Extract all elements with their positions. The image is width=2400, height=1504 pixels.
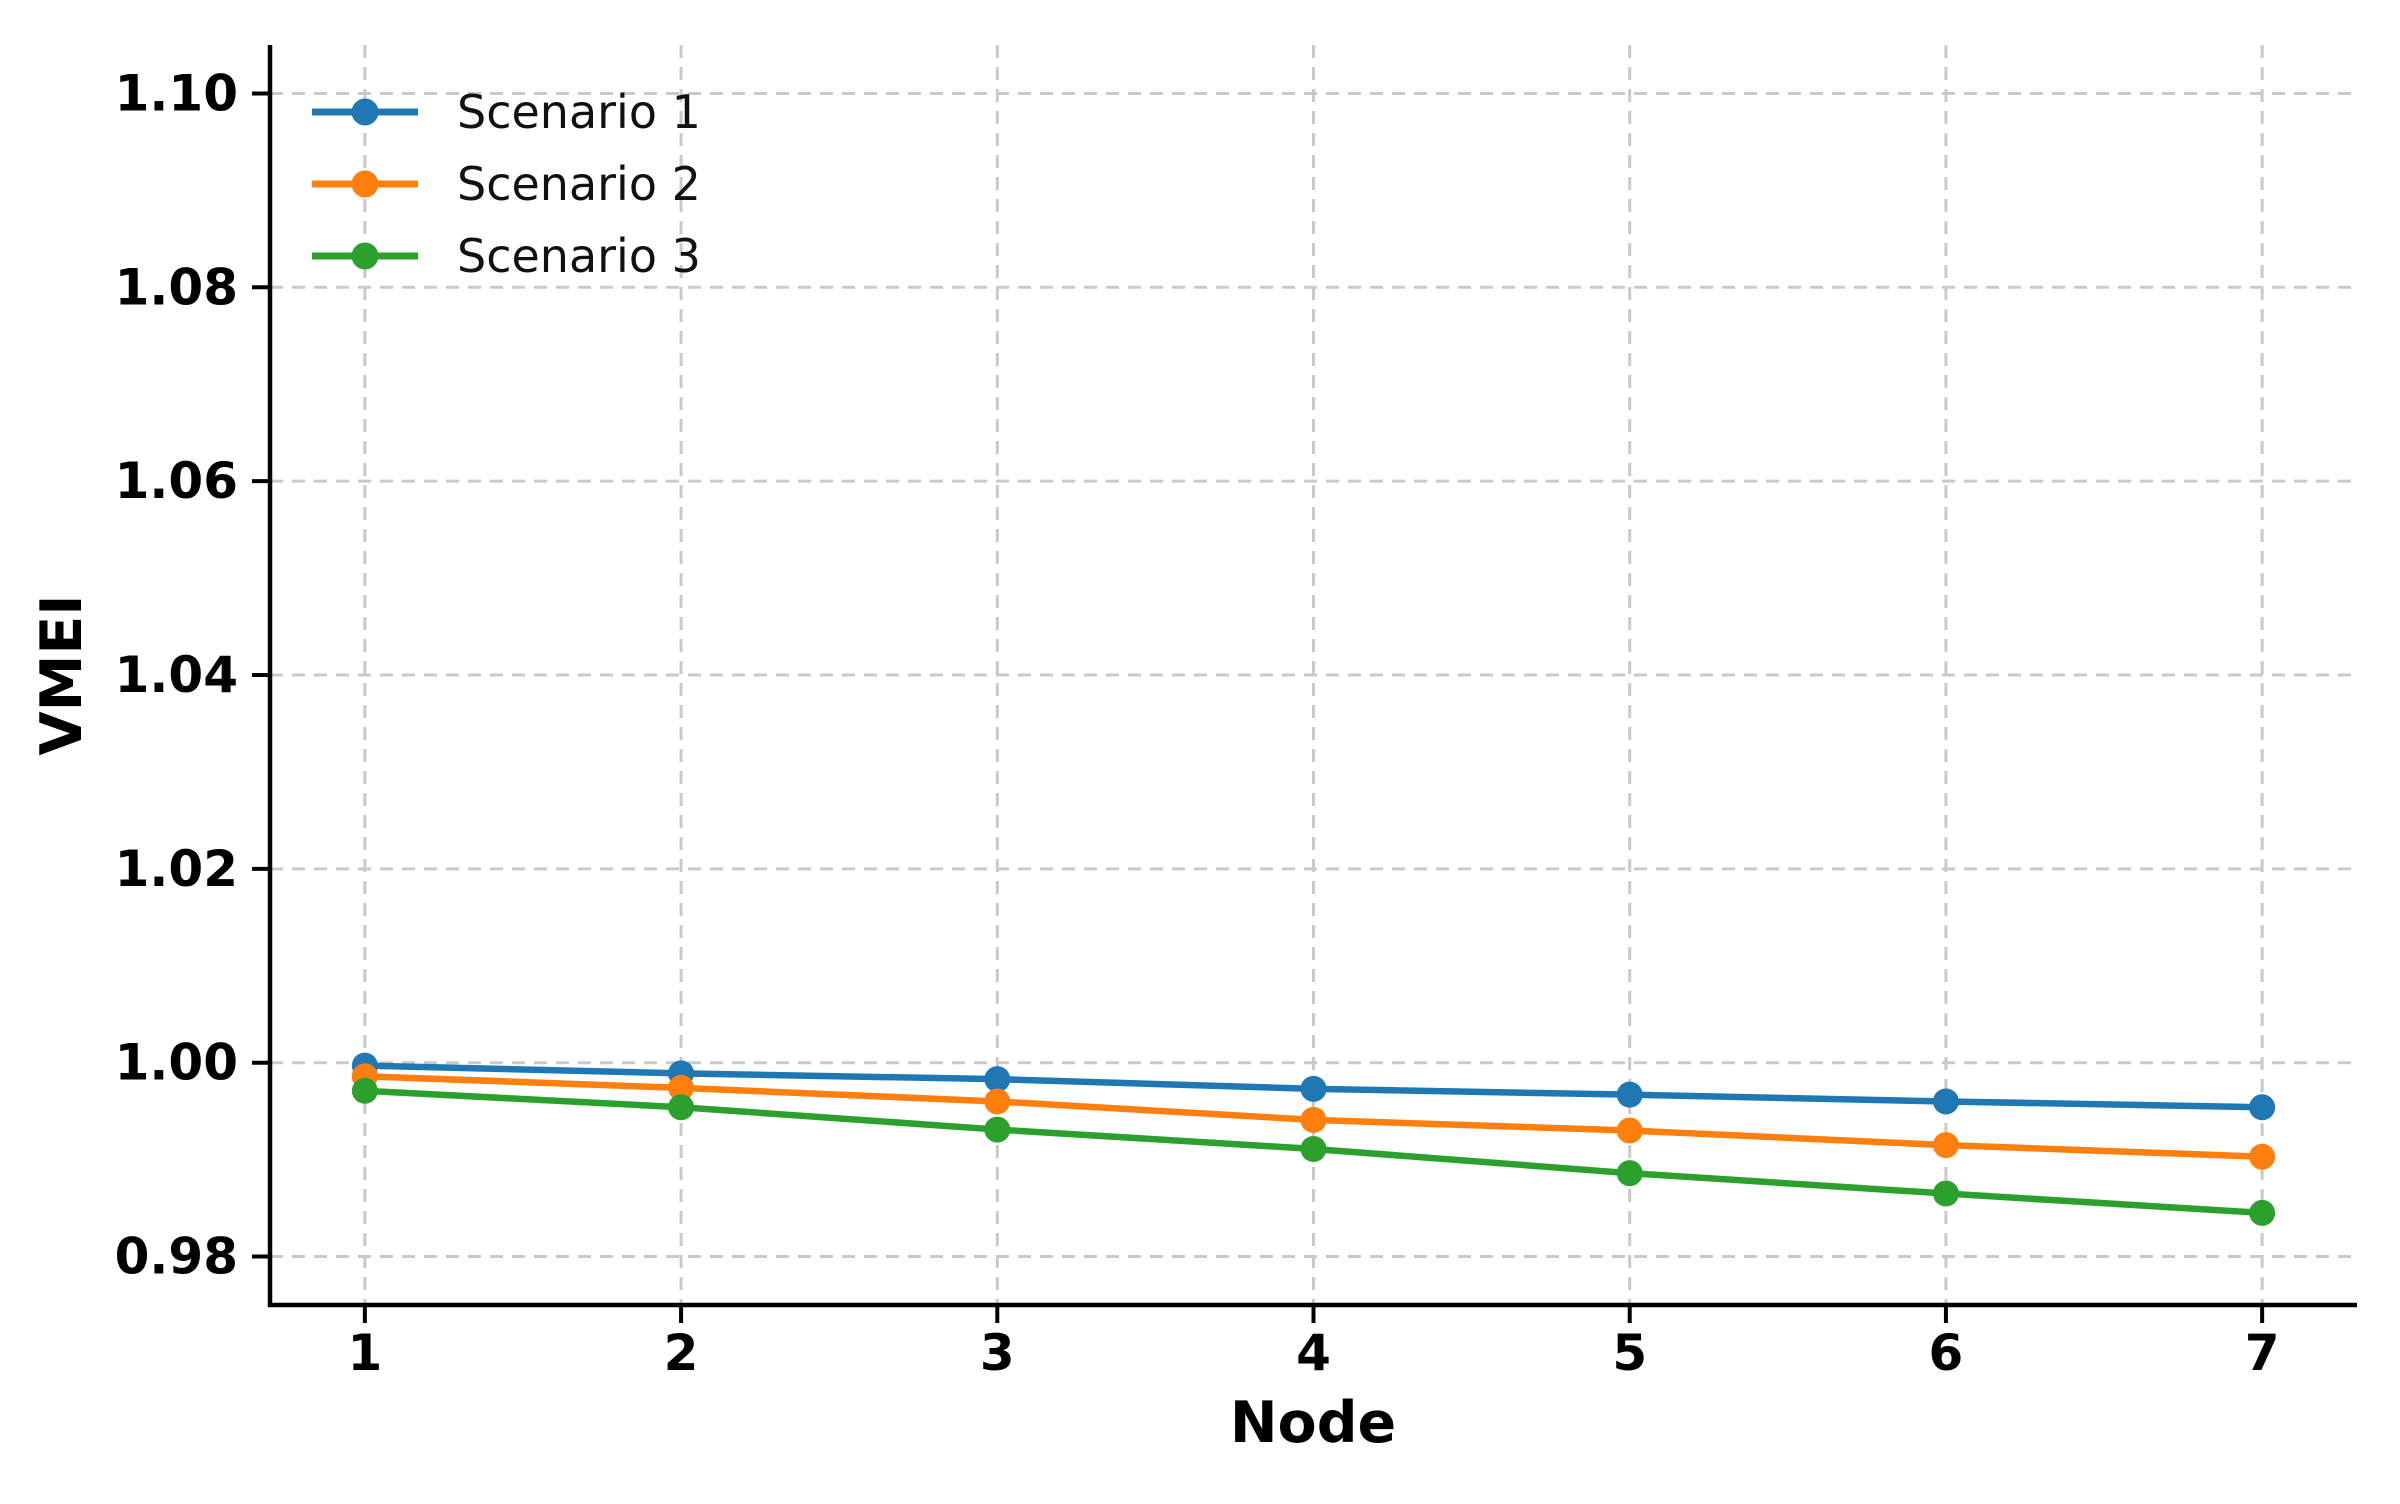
data-point-marker xyxy=(1932,1132,1959,1159)
data-point-marker xyxy=(1932,1180,1959,1207)
series-layer xyxy=(351,1052,2276,1226)
data-point-marker xyxy=(1300,1135,1327,1162)
data-point-marker xyxy=(1932,1088,1959,1115)
y-tick-label: 1.04 xyxy=(115,646,238,704)
y-tick-label: 1.02 xyxy=(115,840,238,898)
data-point-marker xyxy=(1616,1117,1643,1144)
data-point-marker xyxy=(668,1094,695,1121)
data-point-marker xyxy=(1300,1106,1327,1133)
grid-layer xyxy=(270,45,2357,1305)
data-point-marker xyxy=(2249,1094,2276,1121)
data-point-marker xyxy=(984,1116,1011,1143)
data-point-marker xyxy=(984,1066,1011,1093)
y-axis-label: VMEI xyxy=(29,595,95,756)
y-tick-label: 1.10 xyxy=(115,64,238,122)
legend-marker-icon xyxy=(351,98,379,126)
y-tick-label: 1.08 xyxy=(115,258,238,316)
legend-item-scenario-1: Scenario 1 xyxy=(312,85,701,139)
legend-item-scenario-3: Scenario 3 xyxy=(312,229,701,283)
y-tick-label: 1.00 xyxy=(115,1034,238,1092)
x-tick-label: 5 xyxy=(1612,1324,1647,1382)
series-scenario-3 xyxy=(351,1077,2276,1226)
x-tick-label: 7 xyxy=(2245,1324,2280,1382)
axes-layer: 0.98 1.00 1.02 1.04 1.06 1.08 1.10 1 2 3 4 5 6 7 xyxy=(115,45,2357,1382)
data-point-marker xyxy=(984,1088,1011,1115)
legend-label: Scenario 1 xyxy=(457,85,701,139)
legend: Scenario 1 Scenario 2 Scenario 3 xyxy=(312,85,701,283)
data-point-marker xyxy=(1616,1160,1643,1187)
series-scenario-1 xyxy=(351,1052,2276,1121)
data-point-marker xyxy=(1300,1075,1327,1102)
data-point-marker xyxy=(1616,1081,1643,1108)
data-point-marker xyxy=(2249,1199,2276,1226)
x-tick-label: 6 xyxy=(1929,1324,1964,1382)
x-tick-label: 1 xyxy=(347,1324,382,1382)
legend-label: Scenario 2 xyxy=(457,157,701,211)
legend-marker-icon xyxy=(351,170,379,198)
data-point-marker xyxy=(351,1077,378,1104)
x-tick-label: 3 xyxy=(980,1324,1015,1382)
x-tick-label: 2 xyxy=(664,1324,699,1382)
y-tick-label: 1.06 xyxy=(115,452,238,510)
legend-label: Scenario 3 xyxy=(457,229,701,283)
legend-item-scenario-2: Scenario 2 xyxy=(312,157,701,211)
x-tick-label: 4 xyxy=(1296,1324,1331,1382)
y-tick-label: 0.98 xyxy=(115,1228,238,1286)
data-point-marker xyxy=(668,1074,695,1101)
legend-marker-icon xyxy=(351,242,379,270)
data-point-marker xyxy=(2249,1143,2276,1170)
x-axis-label: Node xyxy=(1230,1390,1396,1456)
